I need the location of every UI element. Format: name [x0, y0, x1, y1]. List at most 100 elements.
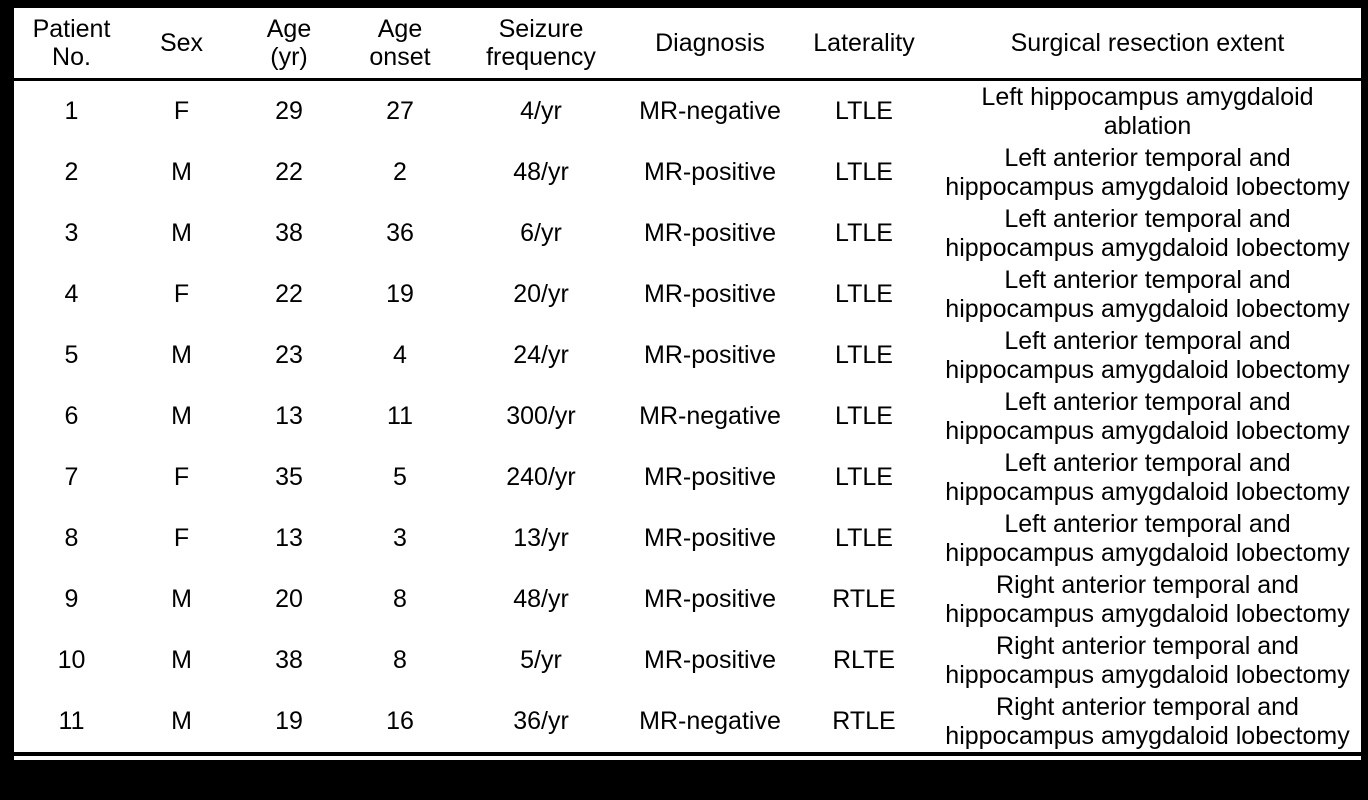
- cell-freq: 24/yr: [513, 341, 569, 369]
- cell-sex: F: [173, 463, 190, 491]
- cell-sex: M: [171, 402, 192, 430]
- cell-freq: 300/yr: [506, 402, 576, 430]
- cell-age: 13: [275, 402, 303, 430]
- cell-laterality: LTLE: [835, 280, 893, 308]
- cell-diagnosis: MR-negative: [639, 97, 781, 125]
- cell-freq: 20/yr: [513, 280, 569, 308]
- cell-sex: F: [173, 524, 190, 552]
- cell-age: 19: [275, 707, 303, 735]
- cell-laterality: RTLE: [832, 707, 896, 735]
- table-row: 7 F 35 5 240/yr MR-positive LTLE Left anterior …: [14, 447, 1361, 508]
- table-header: Patient No. Sex Age (yr) Age onset Seizu…: [14, 8, 1361, 81]
- cell-diagnosis: MR-positive: [644, 585, 776, 613]
- column-header-laterality: Laterality: [794, 8, 934, 81]
- cell-sex: M: [171, 341, 192, 369]
- cell-freq: 240/yr: [506, 463, 576, 491]
- column-header-patient-no: Patient No.: [14, 8, 129, 81]
- cell-resection: Left anterior temporal and hippocampus a…: [945, 265, 1350, 323]
- cell-no: 1: [64, 97, 79, 125]
- column-header-age-onset: Age onset: [344, 8, 456, 81]
- cell-laterality: RTLE: [832, 585, 896, 613]
- cell-laterality: LTLE: [835, 524, 893, 552]
- cell-freq: 4/yr: [520, 97, 562, 125]
- cell-laterality: LTLE: [835, 97, 893, 125]
- cell-no: 5: [64, 341, 79, 369]
- cell-diagnosis: MR-positive: [644, 341, 776, 369]
- column-header-seizure-frequency: Seizure frequency: [456, 8, 626, 81]
- cell-diagnosis: MR-positive: [644, 219, 776, 247]
- column-header-diagnosis: Diagnosis: [626, 8, 794, 81]
- cell-diagnosis: MR-positive: [644, 158, 776, 186]
- cell-sex: M: [171, 158, 192, 186]
- cell-age: 38: [275, 646, 303, 674]
- cell-onset: 11: [387, 402, 413, 430]
- cell-no: 6: [64, 402, 79, 430]
- cell-no: 9: [64, 585, 79, 613]
- cell-sex: M: [171, 707, 192, 735]
- cell-no: 11: [58, 707, 85, 735]
- header-row: Patient No. Sex Age (yr) Age onset Seizu…: [14, 8, 1361, 81]
- cell-onset: 4: [393, 341, 407, 369]
- cell-laterality: LTLE: [835, 158, 893, 186]
- cell-no: 7: [64, 463, 79, 491]
- cell-laterality: RLTE: [832, 646, 896, 674]
- cell-resection: Left anterior temporal and hippocampus a…: [945, 387, 1350, 445]
- cell-laterality: LTLE: [835, 219, 893, 247]
- cell-resection: Left anterior temporal and hippocampus a…: [945, 326, 1350, 384]
- cell-freq: 5/yr: [520, 646, 562, 674]
- cell-age: 22: [275, 280, 303, 308]
- cell-onset: 3: [393, 524, 407, 552]
- cell-onset: 5: [393, 463, 407, 491]
- column-header-sex: Sex: [129, 8, 234, 81]
- cell-age: 23: [275, 341, 303, 369]
- cell-age: 38: [275, 219, 303, 247]
- cell-resection: Left anterior temporal and hippocampus a…: [945, 204, 1350, 262]
- cell-no: 4: [64, 280, 79, 308]
- cell-freq: 13/yr: [513, 524, 569, 552]
- cell-onset: 19: [386, 280, 414, 308]
- cell-freq: 36/yr: [513, 707, 569, 735]
- cell-onset: 36: [386, 219, 414, 247]
- cell-onset: 2: [393, 158, 407, 186]
- cell-freq: 6/yr: [520, 219, 562, 247]
- cell-no: 3: [64, 219, 79, 247]
- cell-sex: F: [173, 280, 190, 308]
- column-header-age: Age (yr): [234, 8, 344, 81]
- table-row: 6 M 13 11 300/yr MR-negative LTLE Left anterior…: [14, 386, 1361, 447]
- cell-no: 8: [64, 524, 79, 552]
- cell-diagnosis: MR-negative: [639, 402, 781, 430]
- cell-diagnosis: MR-negative: [639, 707, 781, 735]
- cell-sex: M: [171, 219, 192, 247]
- table-row: 11 M 19 16 36/yr MR-negative RTLE Right anterio…: [14, 691, 1361, 754]
- table-row: 8 F 13 3 13/yr MR-positive LTLE Left anterior t…: [14, 508, 1361, 569]
- cell-resection: Left anterior temporal and hippocampus a…: [945, 509, 1350, 567]
- table-body: 1 F 29 27 4/yr MR-negative LTLE Left hippocampu…: [14, 80, 1361, 755]
- cell-age: 29: [275, 97, 303, 125]
- cell-age: 35: [275, 463, 303, 491]
- table-row: 4 F 22 19 20/yr MR-positive LTLE Left anterior …: [14, 264, 1361, 325]
- cell-diagnosis: MR-positive: [644, 646, 776, 674]
- column-header-surgical-resection-extent: Surgical resection extent: [934, 8, 1361, 81]
- cell-no: 2: [64, 158, 79, 186]
- cell-age: 20: [275, 585, 303, 613]
- cell-resection: Left hippocampus amygdaloid ablation: [981, 82, 1314, 140]
- cell-diagnosis: MR-positive: [644, 280, 776, 308]
- cell-sex: M: [171, 646, 192, 674]
- table-row: 5 M 23 4 24/yr MR-positive LTLE Left anterior t…: [14, 325, 1361, 386]
- table-card: Patient No. Sex Age (yr) Age onset Seizu…: [14, 8, 1361, 760]
- cell-resection: Right anterior temporal and hippocampus …: [945, 692, 1350, 750]
- cell-resection: Left anterior temporal and hippocampus a…: [945, 448, 1350, 506]
- cell-sex: F: [173, 97, 190, 125]
- cell-onset: 27: [386, 97, 414, 125]
- cell-laterality: LTLE: [835, 463, 893, 491]
- table-row: 3 M 38 36 6/yr MR-positive LTLE Left anterior t…: [14, 203, 1361, 264]
- cell-onset: 16: [386, 707, 414, 735]
- cell-diagnosis: MR-positive: [644, 463, 776, 491]
- cell-sex: M: [171, 585, 192, 613]
- cell-no: 10: [57, 646, 86, 674]
- table-row: 1 F 29 27 4/yr MR-negative LTLE Left hippocampu…: [14, 80, 1361, 143]
- cell-diagnosis: MR-positive: [644, 524, 776, 552]
- cell-resection: Right anterior temporal and hippocampus …: [945, 570, 1350, 628]
- cell-age: 22: [275, 158, 303, 186]
- cell-freq: 48/yr: [513, 585, 569, 613]
